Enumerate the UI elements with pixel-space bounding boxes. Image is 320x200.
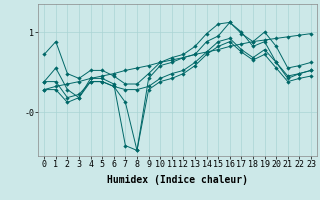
- X-axis label: Humidex (Indice chaleur): Humidex (Indice chaleur): [107, 175, 248, 185]
